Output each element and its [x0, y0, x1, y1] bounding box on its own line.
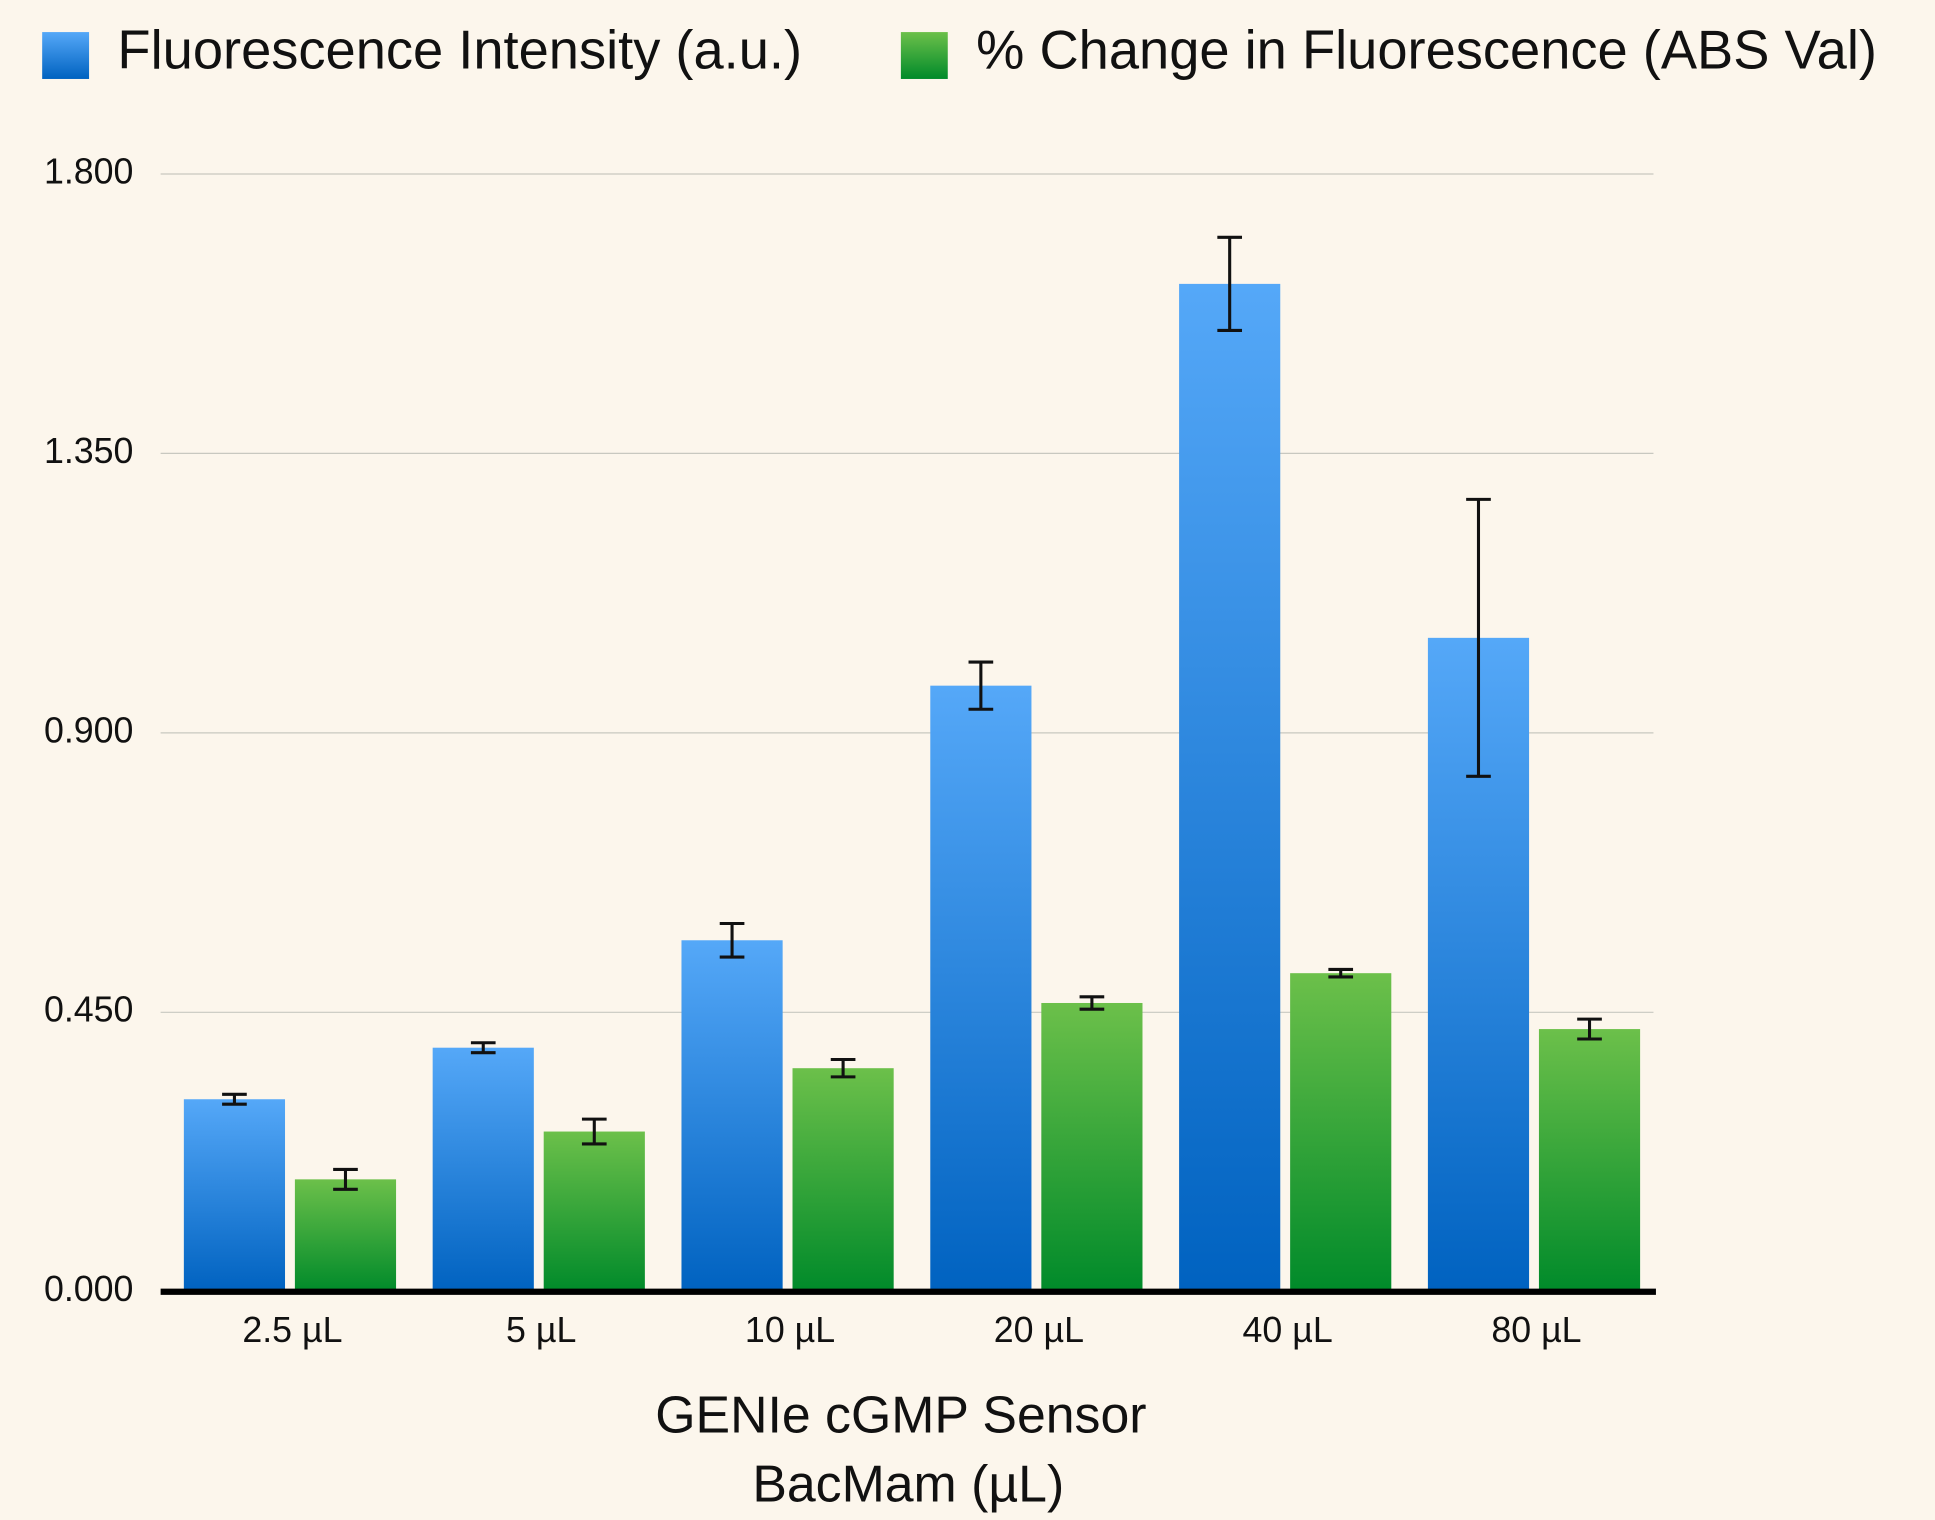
- y-tick-label: 1.350: [44, 431, 134, 471]
- bar: [1179, 283, 1281, 1292]
- bar: [1538, 1029, 1641, 1292]
- y-tick-label: 0.900: [44, 710, 134, 750]
- bar: [294, 1179, 397, 1292]
- error-bar: [333, 1167, 358, 1191]
- error-bar: [830, 1057, 856, 1079]
- bar: [183, 1099, 286, 1292]
- x-tick-label: 2.5 µL: [242, 1310, 342, 1350]
- y-tick-label: 1.800: [44, 151, 134, 191]
- error-bar: [1466, 497, 1491, 778]
- bar: [432, 1047, 534, 1292]
- x-axis-title: GENIe cGMP Sensor: [655, 1386, 1146, 1444]
- bars: [183, 283, 1641, 1292]
- bar: [1041, 1002, 1143, 1292]
- legend-label: Fluorescence Intensity (a.u.): [117, 20, 802, 81]
- bar: [930, 685, 1032, 1292]
- labels: 0.000 0.450 0.900 1.350 1.800 Fluorescence In…: [42, 20, 1877, 1350]
- x-tick-label: 20 µL: [994, 1310, 1084, 1350]
- error-bar: [581, 1117, 607, 1146]
- y-tick-label: 0.450: [44, 990, 134, 1030]
- error-bar: [1577, 1017, 1602, 1041]
- error-bar: [1217, 235, 1243, 332]
- error-bar: [470, 1041, 496, 1055]
- error-bar: [968, 660, 994, 711]
- x-tick-label: 10 µL: [745, 1310, 835, 1350]
- legend-label: % Change in Fluorescence (ABS Val): [976, 20, 1877, 81]
- x-tick-label: 5 µL: [506, 1310, 576, 1350]
- bar: [1290, 973, 1392, 1292]
- error-bar: [222, 1092, 247, 1106]
- grid: [160, 173, 1654, 1013]
- y-tick-label: 0.000: [44, 1269, 134, 1309]
- error-bar: [1328, 967, 1354, 979]
- error-bar: [1079, 995, 1105, 1011]
- bar: [681, 940, 783, 1292]
- legend-swatch: [42, 32, 90, 79]
- bar: [792, 1068, 894, 1292]
- x-tick-label: 40 µL: [1243, 1310, 1333, 1350]
- x-axis-title: BacMam (µL): [752, 1455, 1064, 1513]
- error-bar: [719, 921, 745, 959]
- x-tick-label: 80 µL: [1491, 1310, 1581, 1350]
- legend-swatch: [900, 32, 948, 79]
- bar: [543, 1131, 645, 1292]
